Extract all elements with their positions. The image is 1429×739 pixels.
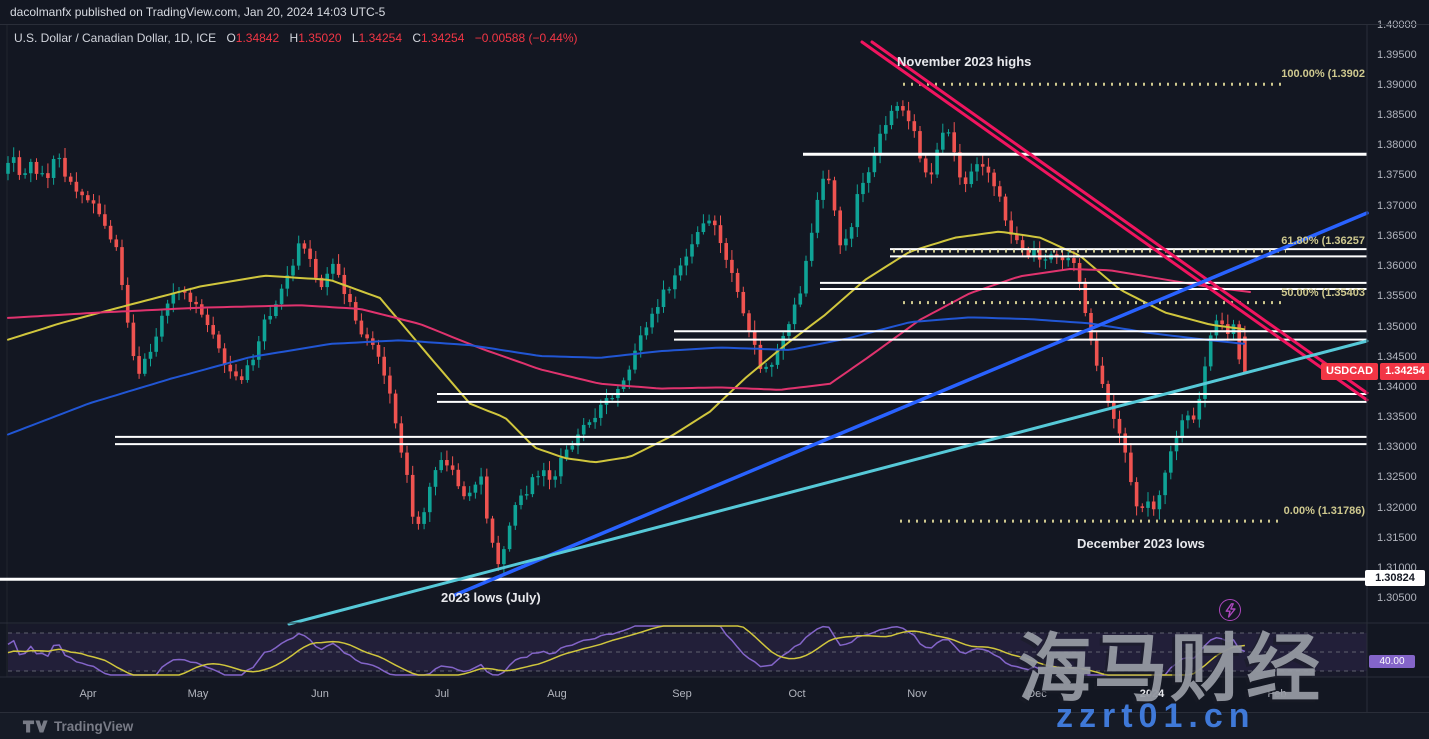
- ohlc-high: H1.35020: [289, 31, 342, 45]
- support-level-badge: 1.30824: [1365, 570, 1425, 586]
- attribution-text: dacolmanfx published on TradingView.com,…: [10, 5, 386, 19]
- tradingview-logo-text: TradingView: [54, 718, 134, 734]
- price-chip: 1.34254: [1380, 363, 1429, 380]
- lightning-icon: [1225, 602, 1236, 618]
- ohlc-open: O1.34842: [226, 31, 280, 45]
- symbol-chip: USDCAD: [1321, 363, 1379, 380]
- annotation-november-highs: November 2023 highs: [897, 54, 1032, 69]
- tradingview-logo-icon: [22, 719, 48, 733]
- attribution-bar: dacolmanfx published on TradingView.com,…: [0, 0, 1429, 25]
- symbol-title: U.S. Dollar / Canadian Dollar, 1D, ICE: [14, 31, 217, 45]
- symbol-legend: U.S. Dollar / Canadian Dollar, 1D, ICE O…: [14, 31, 578, 45]
- ohlc-close: C1.34254: [412, 31, 465, 45]
- footer-bar: TradingView: [0, 712, 1429, 739]
- rsi-value-badge: 40.00: [1369, 655, 1415, 668]
- annotation-december-lows: December 2023 lows: [1077, 536, 1205, 551]
- boost-button[interactable]: [1219, 599, 1241, 621]
- annotation-july-lows: 2023 lows (July): [441, 590, 541, 605]
- tradingview-logo[interactable]: TradingView: [22, 719, 133, 734]
- ohlc-low: L1.34254: [351, 31, 402, 45]
- last-price-badge: USDCAD 1.34254: [1321, 363, 1429, 380]
- price-change: −0.00588 (−0.44%): [474, 31, 578, 45]
